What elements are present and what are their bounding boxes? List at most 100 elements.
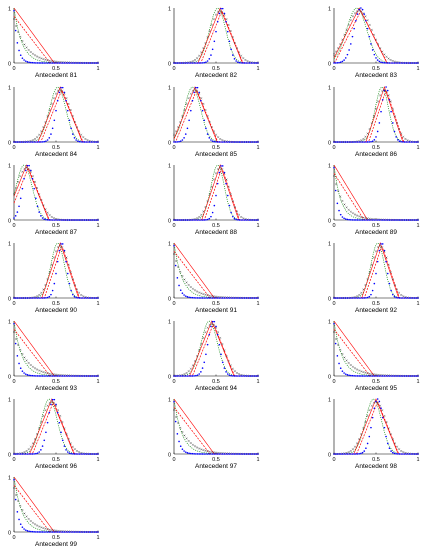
series-blue-point bbox=[87, 375, 89, 377]
series-red-dashed-line bbox=[333, 173, 418, 221]
series-blue-point bbox=[65, 260, 67, 263]
series-blue-point bbox=[218, 453, 221, 455]
series-blue-point bbox=[398, 453, 401, 455]
series-blue-point bbox=[242, 453, 244, 455]
series-grey-marker bbox=[204, 293, 207, 296]
series-blue-point bbox=[63, 219, 66, 221]
series-blue-point bbox=[55, 403, 57, 406]
series-blue-point bbox=[223, 367, 226, 369]
series-blue-point bbox=[80, 219, 82, 221]
series-blue-point bbox=[18, 141, 20, 143]
series-grey-marker bbox=[225, 18, 228, 21]
series-blue-point bbox=[253, 297, 256, 299]
y-tick-label: 1 bbox=[168, 398, 171, 404]
series-blue-point bbox=[95, 375, 98, 377]
series-blue-point bbox=[184, 375, 187, 377]
series-blue-point bbox=[66, 62, 69, 64]
series-blue-point bbox=[232, 54, 234, 56]
series-blue-point bbox=[373, 219, 376, 221]
y-tick-label: 1 bbox=[8, 320, 11, 326]
series-blue-point bbox=[245, 375, 248, 377]
series-grey-marker bbox=[381, 50, 384, 53]
series-blue-point bbox=[415, 141, 418, 143]
series-grey-marker bbox=[400, 293, 403, 296]
series-blue-point bbox=[400, 62, 403, 64]
series-blue-point bbox=[393, 375, 396, 377]
series-grey-marker bbox=[343, 33, 346, 36]
series-blue-point bbox=[343, 59, 345, 61]
series-grey-marker bbox=[219, 166, 222, 169]
series-blue-point bbox=[190, 296, 192, 299]
series-blue-point bbox=[343, 141, 345, 143]
x-tick-label: 1 bbox=[96, 223, 99, 229]
series-blue-point bbox=[191, 219, 194, 221]
series-blue-point bbox=[186, 296, 189, 298]
series-blue-point bbox=[21, 453, 24, 455]
x-tick-label: 0.5 bbox=[372, 66, 380, 72]
series-grey-marker bbox=[366, 372, 369, 375]
series-blue-point bbox=[363, 13, 366, 15]
series-grey-marker bbox=[244, 58, 247, 61]
series-red-line bbox=[173, 398, 258, 455]
series-blue-point bbox=[255, 219, 258, 221]
series-red-dashed-line bbox=[333, 10, 418, 64]
series-grey-marker bbox=[362, 371, 365, 374]
series-blue-point bbox=[221, 165, 224, 167]
series-blue-point bbox=[41, 217, 44, 219]
series-grey-marker bbox=[372, 33, 375, 36]
panel-xlabel: Antecedent 90 bbox=[35, 307, 77, 314]
series-blue-point bbox=[53, 219, 56, 221]
series-blue-point bbox=[88, 453, 91, 455]
x-tick-label: 1 bbox=[256, 379, 259, 385]
series-blue-point bbox=[68, 452, 71, 454]
series-blue-point bbox=[95, 219, 98, 221]
series-blue-point bbox=[361, 8, 364, 11]
series-red-line bbox=[174, 320, 258, 377]
series-blue-point bbox=[173, 141, 175, 143]
series-grey-marker bbox=[12, 17, 16, 21]
series-grey-marker bbox=[48, 372, 51, 375]
series-blue-point bbox=[390, 110, 392, 113]
series-blue-point bbox=[383, 89, 386, 92]
series-blue-point bbox=[26, 141, 29, 143]
series-blue-point bbox=[216, 453, 219, 455]
series-blue-point bbox=[218, 343, 221, 346]
series-blue-point bbox=[226, 453, 229, 455]
series-blue-point bbox=[178, 284, 180, 287]
series-blue-point bbox=[381, 61, 384, 64]
series-grey-marker bbox=[52, 217, 55, 220]
series-blue-point bbox=[215, 141, 217, 143]
series-blue-point bbox=[363, 375, 366, 377]
series-blue-point bbox=[87, 297, 89, 299]
series-blue-point bbox=[24, 297, 27, 299]
series-blue-point bbox=[65, 219, 67, 221]
series-blue-point bbox=[403, 62, 406, 64]
y-tick-label: 0 bbox=[168, 62, 171, 68]
series-blue-point bbox=[24, 169, 27, 172]
series-blue-point bbox=[242, 62, 244, 64]
series-grey-marker bbox=[38, 56, 41, 59]
series-grey-marker bbox=[217, 10, 220, 13]
series-blue-point bbox=[233, 375, 236, 377]
series-blue-point bbox=[80, 141, 82, 143]
series-blue-point bbox=[334, 141, 337, 143]
series-grey-marker bbox=[67, 263, 70, 266]
series-blue-point bbox=[385, 260, 387, 263]
x-tick-label: 0 bbox=[172, 223, 175, 229]
series-grey-marker bbox=[395, 288, 399, 291]
series-blue-point bbox=[393, 219, 396, 221]
series-blue-point bbox=[51, 62, 54, 64]
series-blue-point bbox=[388, 447, 391, 450]
series-blue-point bbox=[16, 355, 19, 357]
series-blue-point bbox=[223, 12, 226, 15]
series-grey-marker bbox=[46, 211, 49, 214]
series-green-line bbox=[13, 7, 99, 64]
series-blue-point bbox=[247, 62, 249, 64]
series-grey-marker bbox=[36, 368, 39, 371]
series-grey-marker bbox=[46, 528, 49, 531]
series-grey-marker bbox=[25, 46, 28, 49]
x-tick-label: 0 bbox=[12, 145, 15, 151]
series-grey-marker bbox=[193, 289, 197, 292]
